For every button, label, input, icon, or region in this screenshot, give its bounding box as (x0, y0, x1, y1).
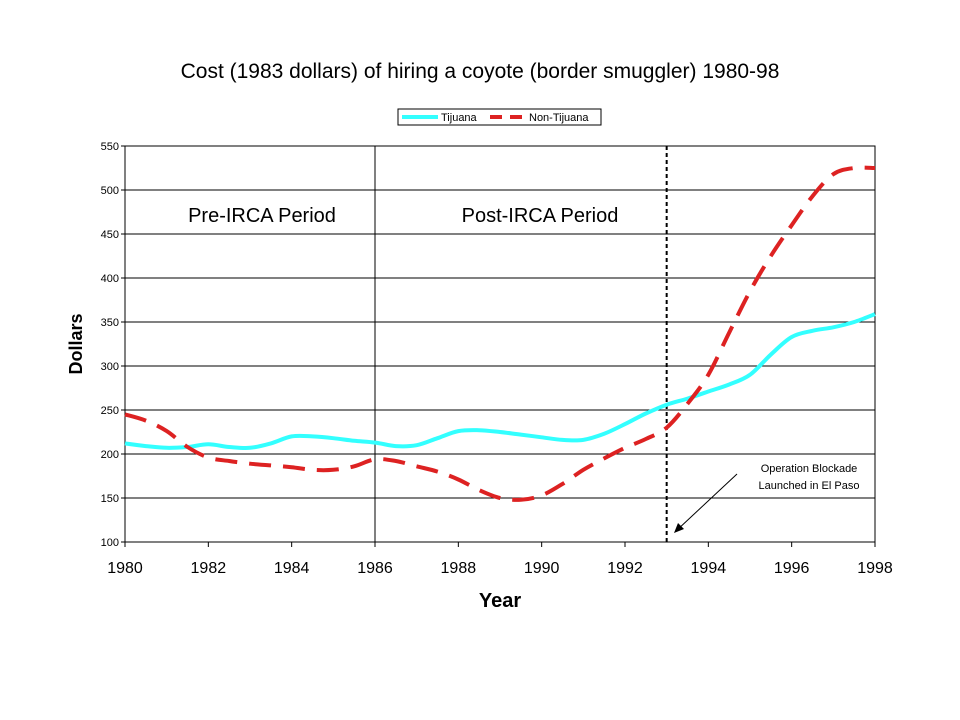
chart-title: Cost (1983 dollars) of hiring a coyote (… (180, 60, 780, 83)
y-tick-label: 550 (101, 141, 119, 153)
x-tick-label: 1986 (357, 560, 393, 577)
annotation-box (746, 458, 870, 496)
x-tick-label: 1990 (524, 560, 560, 577)
y-tick-label: 350 (101, 317, 119, 329)
annotation-line2: Launched in El Paso (759, 480, 860, 492)
legend-label-non-tijuana: Non-Tijuana (529, 112, 589, 124)
y-tick-label: 400 (101, 273, 119, 285)
y-tick-label: 250 (101, 405, 119, 417)
plot-frame (124, 145, 876, 543)
x-tick-label: 1998 (857, 560, 893, 577)
legend: Tijuana Non-Tijuana (397, 108, 602, 126)
annotation-arrow-head (674, 523, 684, 533)
x-tick-label: 1982 (191, 560, 227, 577)
annotation-arrow-shaft (675, 473, 738, 532)
x-tick-label: 1984 (274, 560, 310, 577)
y-tick-label: 150 (101, 493, 119, 505)
x-tick-label: 1988 (441, 560, 477, 577)
annotation-line1: Operation Blockade (761, 463, 858, 475)
y-tick-label: 450 (101, 229, 119, 241)
y-axis-label: Dollars (66, 313, 86, 374)
pre-irca-label: Pre-IRCA Period (188, 205, 336, 227)
y-tick-label: 500 (101, 185, 119, 197)
series-group (124, 165, 876, 502)
x-axis-ticks: 1980 1982 1984 1986 1988 1990 1992 1994 1996 1998 (107, 542, 893, 577)
y-tick-label: 300 (101, 361, 119, 373)
post-irca-label: Post-IRCA Period (462, 205, 619, 227)
x-tick-label: 1994 (691, 560, 727, 577)
x-axis-label: Year (479, 590, 521, 612)
y-tick-label: 200 (101, 449, 119, 461)
x-tick-label: 1996 (774, 560, 810, 577)
x-tick-label: 1992 (607, 560, 643, 577)
series-line-non-tijuana (124, 165, 876, 502)
series-line-tijuana (124, 312, 876, 450)
y-tick-label: 100 (101, 537, 119, 549)
legend-label-tijuana: Tijuana (441, 112, 478, 124)
y-axis-ticks: 100 150 200 250 300 350 400 450 500 550 (101, 141, 125, 549)
x-tick-label: 1980 (107, 560, 143, 577)
